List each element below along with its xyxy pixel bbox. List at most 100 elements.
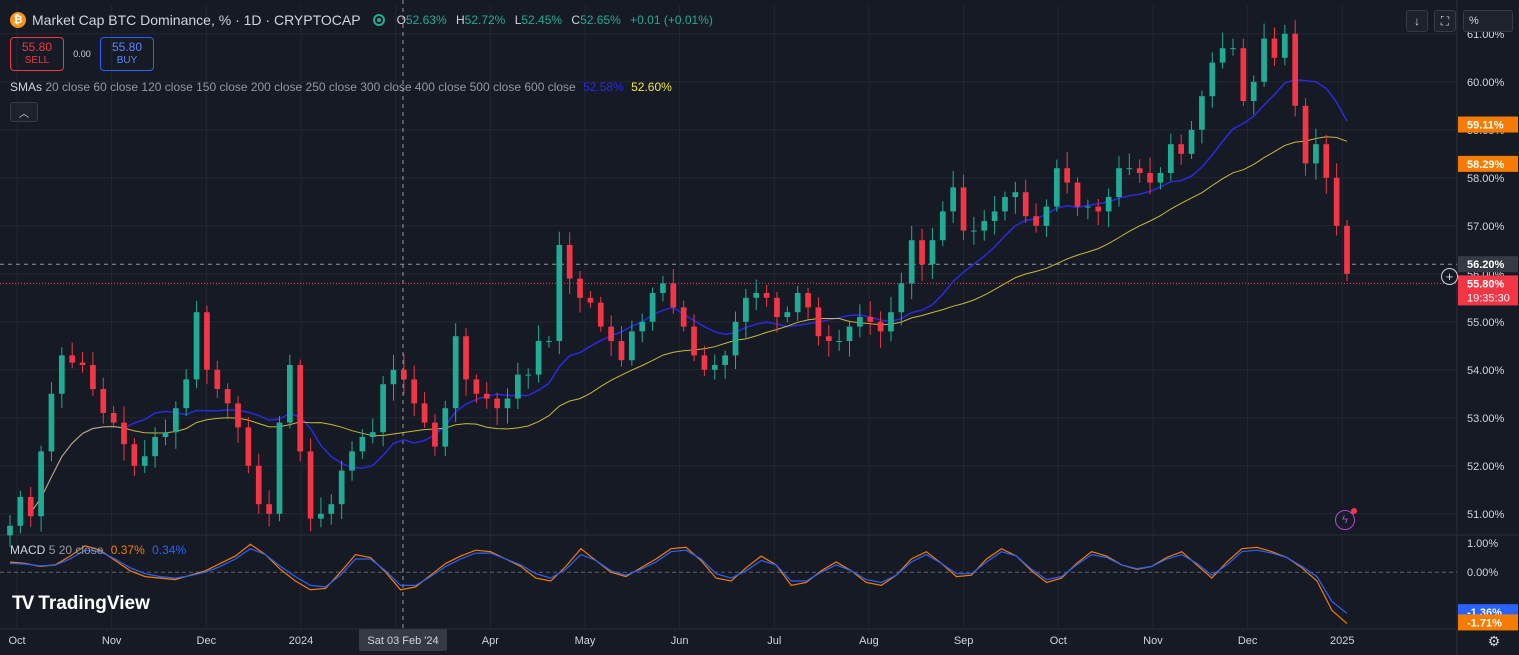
tradingview-logo[interactable]: TV TradingView — [12, 593, 150, 615]
candle-body — [597, 302, 604, 327]
candle-body — [680, 307, 687, 327]
candle-body — [722, 355, 728, 365]
x-tick-label: Oct — [8, 635, 25, 647]
candle-body — [172, 408, 179, 433]
candle-body — [276, 422, 283, 514]
add-at-price-button[interactable]: + — [1441, 268, 1458, 285]
change-value: +0.01 (+0.01%) — [630, 13, 713, 27]
download-button[interactable]: ↓ — [1406, 10, 1428, 32]
candle-body — [483, 393, 490, 399]
candle-body — [805, 293, 811, 308]
candle-body — [608, 326, 614, 341]
candle-body — [1199, 96, 1205, 130]
candle-body — [7, 525, 13, 536]
candle-body — [1167, 144, 1174, 173]
candle-body — [463, 336, 469, 380]
candle-body — [857, 317, 863, 327]
buy-price: 55.80 — [111, 40, 143, 54]
candle-body — [359, 437, 366, 452]
macd-y-tick-label: 0.00% — [1467, 567, 1498, 579]
candle-body — [908, 240, 915, 284]
price-label-text: 58.29% — [1467, 159, 1505, 171]
candle-body — [69, 355, 76, 363]
sma-legend[interactable]: SMAs 20 close 60 close 120 close 150 clo… — [10, 80, 672, 94]
candle-body — [235, 403, 241, 428]
plus-circle-icon: + — [1445, 269, 1454, 284]
moving-averages — [30, 79, 1348, 514]
chevron-up-icon: ︿ — [19, 108, 29, 120]
candle-body — [307, 451, 314, 519]
candle-body — [701, 355, 708, 370]
candle-body — [939, 211, 946, 241]
signal-line — [9, 548, 1348, 614]
sell-price: 55.80 — [21, 40, 53, 54]
candle-body — [214, 369, 221, 389]
x-tick-label: Dec — [197, 635, 217, 647]
macd-line — [9, 543, 1348, 625]
alert-button[interactable]: ϟ — [1335, 508, 1357, 530]
x-tick-label: Aug — [859, 635, 879, 647]
candle-body — [1178, 144, 1185, 154]
chart-settings-button[interactable]: ⚙ — [1484, 631, 1504, 651]
candle-body — [711, 365, 718, 370]
candle-body — [349, 451, 355, 471]
sell-button[interactable]: 55.80 SELL — [10, 37, 64, 71]
macd-value-1: 0.37% — [110, 543, 145, 557]
candle-body — [421, 403, 428, 423]
buy-button[interactable]: 55.80 BUY — [100, 37, 154, 71]
candle-body — [1323, 144, 1330, 178]
candle-body — [58, 355, 65, 394]
candle-body — [763, 293, 770, 298]
collapse-indicators-button[interactable]: ︿ — [10, 102, 38, 122]
candle-body — [846, 326, 853, 341]
price-labels: Sat 03 Feb '24 59.11% 58.29% 56.20% 55.80% 19… — [359, 116, 1518, 651]
x-tick-label: Sep — [954, 635, 974, 647]
candle-body — [888, 312, 894, 332]
market-status-icon[interactable] — [372, 14, 385, 26]
candle-body — [1230, 48, 1236, 50]
fullscreen-icon: ⛶ — [1440, 13, 1450, 28]
candle-body — [286, 365, 293, 423]
candle-body — [1105, 197, 1112, 212]
sell-label: SELL — [24, 55, 50, 66]
candle-body — [442, 408, 449, 447]
sma-value-2: 52.60% — [631, 80, 672, 94]
bitcoin-icon: ₿ — [10, 12, 26, 28]
sma-yellow-line — [30, 136, 1348, 514]
chart-title[interactable]: Market Cap BTC Dominance, % · 1D · CRYPT… — [32, 12, 361, 28]
candle-body — [670, 283, 677, 308]
candle-body — [162, 432, 169, 437]
candle-body — [27, 497, 34, 517]
candle-body — [1292, 33, 1299, 106]
candle-body — [1136, 168, 1143, 173]
macd-legend[interactable]: MACD 5 20 close 0.37% 0.34% — [10, 543, 186, 557]
y-tick-label: 57.00% — [1467, 221, 1505, 233]
countdown-label: 19:35:30 — [1467, 292, 1510, 304]
price-label-text: 55.80% — [1467, 278, 1505, 290]
fullscreen-button[interactable]: ⛶ — [1434, 10, 1456, 32]
candle-body — [152, 437, 158, 457]
candle-body — [1302, 105, 1309, 164]
candle-body — [1085, 206, 1091, 208]
candle-body — [691, 326, 697, 356]
price-label-text: 56.20% — [1467, 259, 1505, 271]
macd-value-2: 0.34% — [152, 543, 187, 557]
close-key: C — [571, 13, 581, 27]
candle-body — [110, 413, 117, 423]
scale-mode-button[interactable]: % — [1463, 10, 1513, 32]
candle-body — [380, 384, 386, 433]
candle-body — [660, 283, 666, 293]
candle-body — [1002, 197, 1008, 212]
y-tick-label: 54.00% — [1467, 365, 1505, 377]
sma-name: SMAs — [10, 80, 43, 94]
candle-body — [743, 297, 749, 322]
candle-body — [141, 456, 148, 466]
candle-body — [950, 187, 957, 212]
candle-body — [981, 221, 988, 231]
sma-value-1: 52.58% — [583, 80, 624, 94]
y-tick-label: 58.00% — [1467, 173, 1505, 185]
candle-body — [1240, 48, 1247, 101]
candle-body — [1281, 33, 1288, 58]
